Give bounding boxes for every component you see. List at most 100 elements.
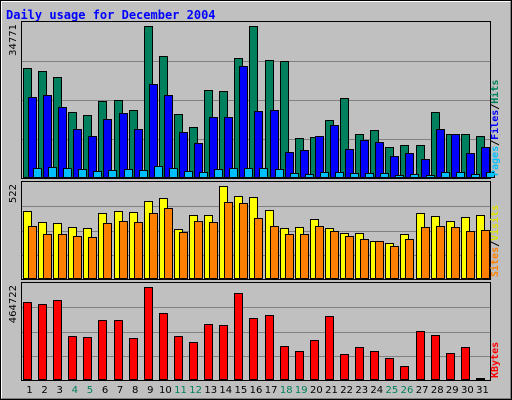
- bar-kbytes: [446, 353, 455, 380]
- bar-kbytes: [400, 366, 409, 380]
- bar-pages: [486, 172, 495, 178]
- bar-files: [466, 153, 475, 178]
- bar-sites: [224, 202, 233, 279]
- bar-files: [103, 119, 112, 178]
- panel-kbytes: [21, 282, 491, 381]
- bar-sites: [149, 213, 158, 279]
- bar-pages: [124, 169, 133, 178]
- series-label-hits: Hits: [489, 80, 501, 104]
- bar-sites: [375, 241, 384, 279]
- bar-files: [164, 95, 173, 178]
- bar-kbytes: [53, 300, 62, 380]
- day-label: 11: [174, 385, 187, 396]
- series-label-separator: /: [490, 140, 501, 146]
- bar-hits: [280, 61, 289, 178]
- bar-pages: [93, 171, 102, 178]
- bar-pages: [290, 173, 299, 178]
- bar-files: [421, 159, 430, 178]
- bar-kbytes: [219, 325, 228, 380]
- bar-pages: [305, 174, 314, 178]
- bar-pages: [275, 169, 284, 178]
- day-label: 1: [26, 385, 32, 396]
- bar-pages: [350, 173, 359, 178]
- panel-frames: [21, 21, 491, 381]
- bar-sites: [134, 222, 143, 279]
- bar-kbytes: [129, 338, 138, 380]
- bar-files: [436, 129, 445, 178]
- bar-files: [315, 136, 324, 178]
- y-axis-max-label: 464722: [8, 285, 19, 323]
- bar-pages: [78, 169, 87, 178]
- day-label: 13: [204, 385, 217, 396]
- bar-sites: [315, 226, 324, 279]
- day-label: 2: [41, 385, 47, 396]
- bar-sites: [58, 234, 67, 279]
- bar-pages: [441, 172, 450, 178]
- day-label: 20: [310, 385, 323, 396]
- bar-pages: [139, 170, 148, 178]
- bar-kbytes: [431, 335, 440, 380]
- day-label: 5: [87, 385, 93, 396]
- bar-sites: [405, 239, 414, 279]
- bar-kbytes: [98, 320, 107, 380]
- day-label: 21: [325, 385, 338, 396]
- bar-kbytes: [325, 316, 334, 380]
- day-label: 28: [431, 385, 444, 396]
- bar-pages: [380, 173, 389, 178]
- series-label-separator: /: [490, 104, 501, 110]
- y-axis-max-label: 522: [8, 184, 19, 203]
- day-label: 18: [280, 385, 293, 396]
- bar-kbytes: [68, 336, 77, 380]
- bar-sites: [345, 236, 354, 279]
- bar-kbytes: [234, 293, 243, 380]
- series-label-kbytes: KBytes: [490, 342, 501, 378]
- day-label: 23: [355, 385, 368, 396]
- series-label-sites: Sites: [489, 247, 501, 277]
- bar-files: [451, 134, 460, 178]
- day-label: 9: [147, 385, 153, 396]
- day-label: 15: [235, 385, 248, 396]
- series-label-pages: Pages: [490, 146, 501, 176]
- bar-pages: [426, 175, 435, 178]
- day-label: 25: [386, 385, 399, 396]
- day-label: 8: [132, 385, 138, 396]
- bar-kbytes: [159, 313, 168, 380]
- bar-files: [194, 143, 203, 178]
- day-label: 29: [446, 385, 459, 396]
- bar-kbytes: [461, 347, 470, 380]
- bar-pages: [456, 172, 465, 178]
- bar-files: [405, 153, 414, 178]
- day-label: 7: [117, 385, 123, 396]
- bar-sites: [466, 231, 475, 279]
- bar-kbytes: [189, 342, 198, 380]
- bar-kbytes: [249, 318, 258, 380]
- bar-files: [390, 156, 399, 178]
- bar-pages: [229, 168, 238, 178]
- bar-kbytes: [370, 351, 379, 380]
- bar-kbytes: [310, 340, 319, 380]
- bar-sites: [28, 226, 37, 279]
- bar-files: [119, 113, 128, 178]
- y-axis-max-label: 34771: [8, 24, 19, 56]
- bar-pages: [48, 167, 57, 178]
- bar-sites: [285, 234, 294, 279]
- day-label: 24: [370, 385, 383, 396]
- bar-files: [300, 150, 309, 178]
- bar-kbytes: [144, 287, 153, 380]
- bar-pages: [169, 168, 178, 178]
- bar-files: [28, 97, 37, 178]
- bar-files: [43, 95, 52, 178]
- bar-kbytes: [295, 351, 304, 380]
- bar-sites: [88, 237, 97, 279]
- bar-pages: [108, 170, 117, 178]
- bar-files: [481, 147, 490, 178]
- bar-files: [345, 149, 354, 178]
- bar-files: [254, 111, 263, 178]
- bar-kbytes: [38, 304, 47, 380]
- day-label: 30: [461, 385, 474, 396]
- day-label: 17: [265, 385, 278, 396]
- bar-sites: [360, 239, 369, 279]
